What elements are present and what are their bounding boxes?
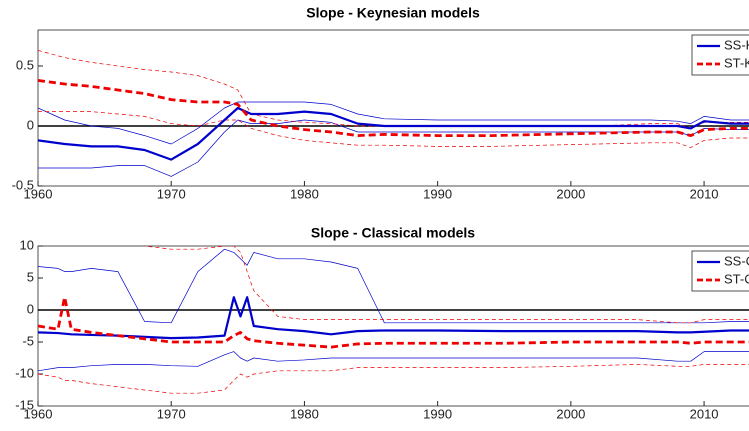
legend-label: SS-K <box>724 37 749 52</box>
chart-title: Slope - Keynesian models <box>306 5 480 21</box>
y-tick-label: 5 <box>27 269 34 284</box>
legend: SS-K ST-K <box>691 34 749 76</box>
plot-area <box>37 29 749 187</box>
x-tick-label: 2000 <box>556 186 585 201</box>
plot-lines <box>38 50 749 177</box>
x-tick-label: 1980 <box>290 186 319 201</box>
series-line <box>38 79 749 137</box>
series-line <box>38 295 749 349</box>
y-tick-label: 0 <box>27 117 34 132</box>
x-tick-label: 1960 <box>24 406 53 421</box>
x-tick-label: 2000 <box>556 406 585 421</box>
plot-lines <box>38 246 749 394</box>
series-line <box>38 106 749 161</box>
y-tick-label: -10 <box>15 365 34 380</box>
y-tick-label: -5 <box>22 333 34 348</box>
y-tick-label: 10 <box>20 237 34 252</box>
legend-box <box>691 250 749 292</box>
y-tick-label: 0 <box>27 301 34 316</box>
y-tick-label: 0.5 <box>16 57 34 72</box>
series-line <box>38 50 749 129</box>
series-line <box>38 101 749 145</box>
x-tick-label: 1960 <box>24 186 53 201</box>
x-tick-label: 1990 <box>423 406 452 421</box>
legend-box <box>691 34 749 76</box>
x-tick-label: 2010 <box>690 406 719 421</box>
legend-label: ST-C <box>724 271 749 286</box>
x-tick-label: 1970 <box>157 186 186 201</box>
plot-area <box>37 245 749 407</box>
series-line <box>143 246 749 324</box>
x-tick-label: 1970 <box>157 406 186 421</box>
chart-title: Slope - Classical models <box>311 225 475 241</box>
y-tick-label: -15 <box>15 397 34 412</box>
x-tick-label: 1990 <box>423 186 452 201</box>
legend: SS-C ST-C <box>691 250 749 292</box>
y-tick-label: -0.5 <box>12 177 34 192</box>
legend-label: SS-C <box>724 253 749 268</box>
x-tick-label: 1980 <box>290 406 319 421</box>
x-tick-label: 2010 <box>690 186 719 201</box>
series-line <box>38 364 749 394</box>
series-line <box>38 351 749 372</box>
legend-label: ST-K <box>724 55 749 70</box>
